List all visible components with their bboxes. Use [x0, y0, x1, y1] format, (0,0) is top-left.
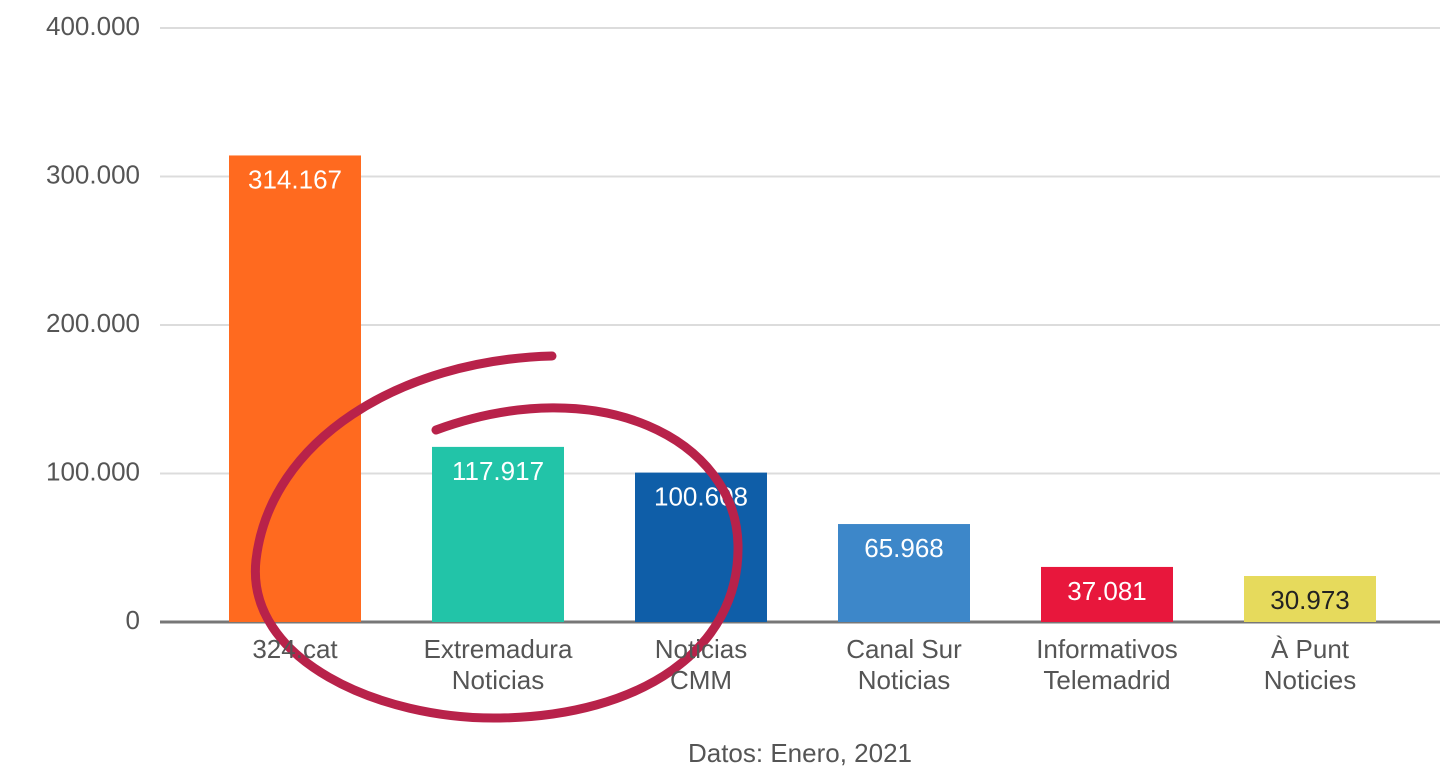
value-label: 37.081	[1067, 576, 1147, 606]
y-tick-label: 400.000	[46, 11, 140, 41]
y-tick-label: 200.000	[46, 308, 140, 338]
bar	[838, 524, 970, 622]
annotation-circle	[250, 351, 743, 723]
x-tick-label: Noticias CMM	[654, 634, 748, 695]
bar	[1041, 566, 1173, 622]
x-axis-label: Datos: Enero, 2021	[688, 738, 912, 768]
y-tick-label: 100.000	[46, 456, 140, 486]
value-label: 117.917	[452, 456, 544, 486]
value-label: 30.973	[1270, 585, 1350, 615]
bar	[1244, 576, 1376, 622]
bar	[432, 446, 564, 622]
bar	[229, 155, 361, 622]
x-tick-label: 324.cat	[252, 634, 338, 664]
y-tick-label: 300.000	[46, 159, 140, 189]
x-tick-label: Informativos Telemadrid	[1036, 634, 1178, 695]
x-tick-label: Canal Sur Noticias	[846, 634, 962, 695]
value-label: 314.167	[248, 164, 342, 194]
x-tick-label: À Punt Noticies	[1263, 634, 1357, 695]
bar	[635, 472, 767, 622]
x-tick-label: Extremadura Noticias	[423, 634, 573, 695]
y-tick-label: 0	[126, 605, 140, 635]
value-label: 65.968	[864, 533, 944, 563]
